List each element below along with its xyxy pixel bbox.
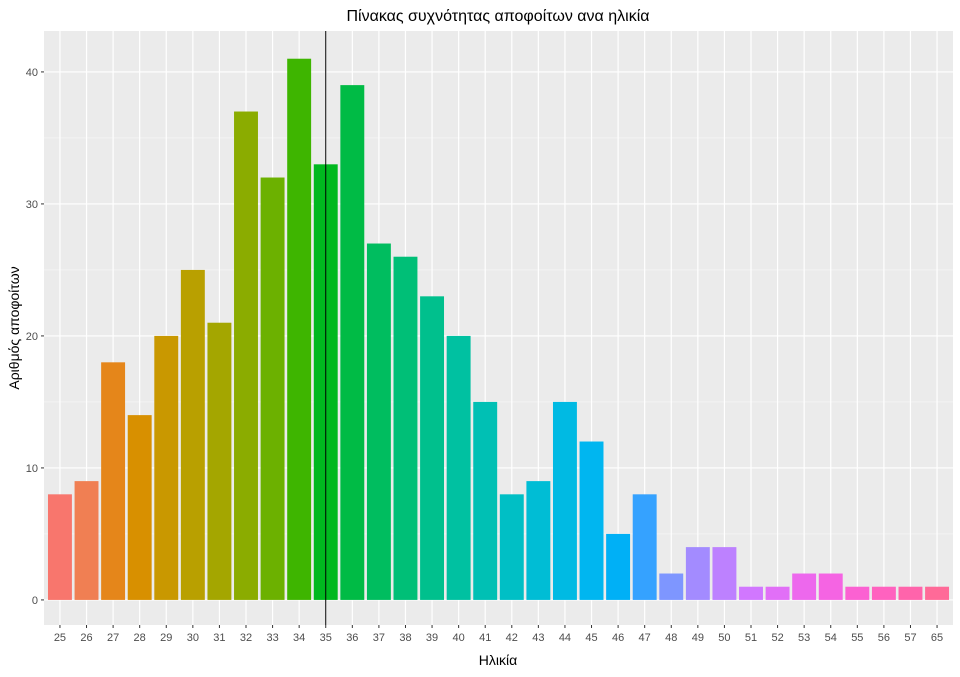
x-tick-label: 55: [851, 632, 863, 644]
bar-age-46: [606, 533, 631, 600]
x-tick-label: 53: [798, 632, 810, 644]
x-tick-label: 56: [878, 632, 890, 644]
bar-age-45: [579, 441, 604, 600]
y-axis-ticks: 0 10 20 30 40: [26, 67, 44, 607]
bar-age-41: [473, 401, 498, 600]
x-tick-label: 28: [134, 632, 146, 644]
x-axis-ticks: 25 26 27 28 29 30 31 32 33 34 35 36 37 38 39 40 41 42 43 44…: [54, 625, 943, 644]
bar-age-55: [845, 586, 870, 600]
x-tick-label: 25: [54, 632, 66, 644]
x-tick-label: 47: [639, 632, 651, 644]
bar-age-38: [393, 256, 418, 600]
x-tick-label: 37: [373, 632, 385, 644]
bars: [47, 58, 950, 600]
x-tick-label: 36: [346, 632, 358, 644]
y-tick-label: 0: [32, 595, 38, 607]
x-tick-label: 26: [80, 632, 92, 644]
bar-age-65: [925, 586, 950, 600]
x-tick-label: 27: [107, 632, 119, 644]
bar-age-29: [154, 335, 179, 600]
panel-background: [44, 31, 953, 625]
x-tick-label: 46: [612, 632, 624, 644]
x-tick-label: 50: [718, 632, 730, 644]
bar-age-33: [260, 177, 285, 600]
x-tick-label: 29: [160, 632, 172, 644]
y-axis-label: Αριθμός αποφοίτων: [6, 266, 22, 389]
x-tick-label: 49: [692, 632, 704, 644]
bar-age-54: [818, 573, 843, 600]
bar-age-51: [739, 586, 763, 600]
bar-age-53: [792, 573, 817, 600]
bar-age-43: [526, 481, 551, 600]
bar-age-30: [180, 269, 205, 600]
x-tick-label: 34: [293, 632, 305, 644]
bar-age-28: [127, 415, 152, 600]
bar-age-47: [632, 494, 657, 600]
bar-age-42: [499, 494, 524, 600]
x-tick-label: 41: [479, 632, 491, 644]
bar-age-56: [871, 586, 896, 600]
x-tick-label: 31: [213, 632, 225, 644]
x-tick-label: 40: [453, 632, 465, 644]
bar-age-44: [552, 401, 577, 600]
x-axis-label: Ηλικία: [479, 652, 517, 668]
x-tick-label: 45: [585, 632, 597, 644]
y-tick-label: 30: [26, 199, 38, 211]
x-tick-label: 30: [187, 632, 199, 644]
x-tick-label: 43: [532, 632, 544, 644]
bar-age-25: [47, 494, 72, 600]
x-tick-label: 32: [240, 632, 252, 644]
bar-age-48: [659, 573, 684, 600]
bar-age-37: [366, 243, 391, 600]
bar-age-39: [420, 296, 445, 600]
x-tick-label: 38: [399, 632, 411, 644]
x-tick-label: 52: [771, 632, 783, 644]
x-tick-label: 42: [506, 632, 518, 644]
x-tick-label: 35: [320, 632, 332, 644]
x-tick-label: 54: [825, 632, 837, 644]
x-tick-label: 39: [426, 632, 438, 644]
y-tick-label: 20: [26, 331, 38, 343]
y-tick-label: 10: [26, 463, 38, 475]
x-tick-label: 65: [931, 632, 943, 644]
x-tick-label: 57: [904, 632, 916, 644]
bar-age-31: [207, 322, 232, 600]
bar-age-52: [765, 586, 790, 600]
bar-age-36: [340, 85, 365, 600]
bar-age-40: [446, 335, 471, 600]
bar-age-27: [101, 362, 126, 600]
bar-age-32: [234, 111, 258, 600]
x-tick-label: 48: [665, 632, 677, 644]
x-tick-label: 51: [745, 632, 757, 644]
bar-age-49: [685, 547, 710, 600]
chart-title: Πίνακας συχνότητας αποφοίτων ανα ηλικία: [346, 8, 649, 25]
bar-age-34: [287, 58, 312, 600]
bar-age-50: [712, 547, 737, 600]
bar-age-26: [74, 481, 99, 600]
x-tick-label: 33: [266, 632, 278, 644]
bar-age-57: [898, 586, 923, 600]
x-tick-label: 44: [559, 632, 571, 644]
y-tick-label: 40: [26, 67, 38, 79]
